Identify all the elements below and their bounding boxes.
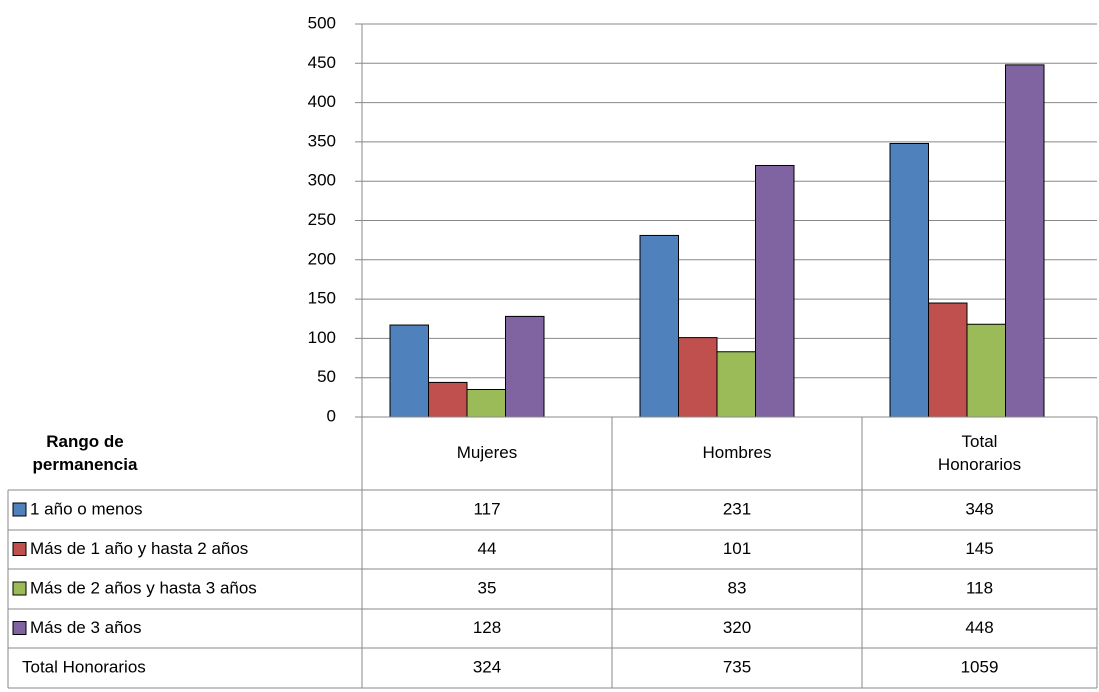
y-tick-label: 200: [308, 249, 336, 268]
table-value: 44: [478, 539, 497, 558]
table-value: 128: [473, 618, 501, 637]
table-value: 448: [965, 618, 993, 637]
y-tick-label: 0: [327, 406, 336, 425]
bar: [1005, 64, 1045, 418]
x-tick-label: Mujeres: [456, 443, 518, 463]
table-value: 231: [723, 499, 751, 518]
legend-label: Más de 2 años y hasta 3 años: [30, 578, 257, 597]
legend-key: [12, 581, 27, 596]
category-cell: Mujeres: [456, 443, 518, 463]
bar: [466, 388, 506, 418]
y-tick-label: 250: [308, 210, 336, 229]
legend-key: [12, 621, 27, 635]
total-value: 1059: [961, 657, 999, 676]
table-value: 83: [728, 578, 747, 597]
y-tick-label: 50: [317, 367, 336, 386]
legend-label: Más de 3 años: [30, 618, 142, 637]
y-tick-label: 350: [308, 131, 336, 150]
y-tick-label: 100: [308, 328, 336, 347]
bar: [966, 323, 1006, 418]
x-tick-label: Total Honorarios: [937, 431, 1022, 474]
bar: [889, 142, 929, 418]
bar: [928, 302, 968, 418]
legend-key: [12, 542, 27, 556]
category-cell: Hombres: [702, 443, 772, 463]
table-value: 117: [473, 499, 500, 518]
y-tick-label: 150: [308, 289, 336, 308]
table-value: 35: [478, 578, 497, 597]
bar: [716, 351, 756, 418]
legend-key: [12, 502, 27, 517]
x-tick-label: Hombres: [702, 443, 772, 463]
table-value: 145: [965, 539, 993, 558]
bar: [755, 164, 795, 418]
table-value: 320: [723, 618, 751, 637]
total-value: 735: [723, 657, 751, 676]
table-value: 101: [723, 539, 751, 558]
y-tick-label: 450: [308, 53, 336, 72]
bar: [678, 337, 718, 418]
category-cell: Total Honorarios: [937, 431, 1022, 474]
total-label: Total Honorarios: [22, 657, 146, 676]
bar: [639, 234, 679, 418]
table-value: 118: [966, 578, 993, 597]
y-tick-label: 500: [308, 13, 336, 32]
legend-label: Más de 1 año y hasta 2 años: [30, 539, 248, 558]
bar: [389, 324, 429, 418]
legend-label: 1 año o menos: [30, 499, 142, 518]
bar: [428, 381, 468, 418]
y-tick-label: 400: [308, 92, 336, 111]
total-value: 324: [473, 657, 501, 676]
bar: [505, 315, 545, 418]
table-header: Rango de permanencia: [32, 431, 138, 474]
table-header-cell: Rango de permanencia: [32, 431, 138, 474]
y-tick-label: 300: [308, 171, 336, 190]
table-value: 348: [965, 499, 993, 518]
